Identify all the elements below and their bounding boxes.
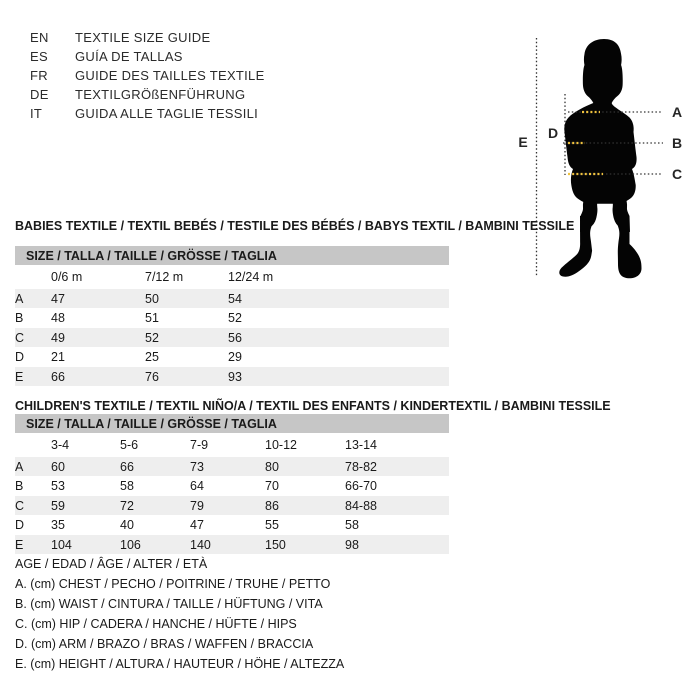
svg-text:E: E [518, 134, 527, 150]
svg-text:C: C [672, 166, 682, 182]
svg-text:B: B [672, 135, 682, 151]
svg-text:D: D [548, 125, 558, 141]
svg-text:A: A [672, 104, 682, 120]
